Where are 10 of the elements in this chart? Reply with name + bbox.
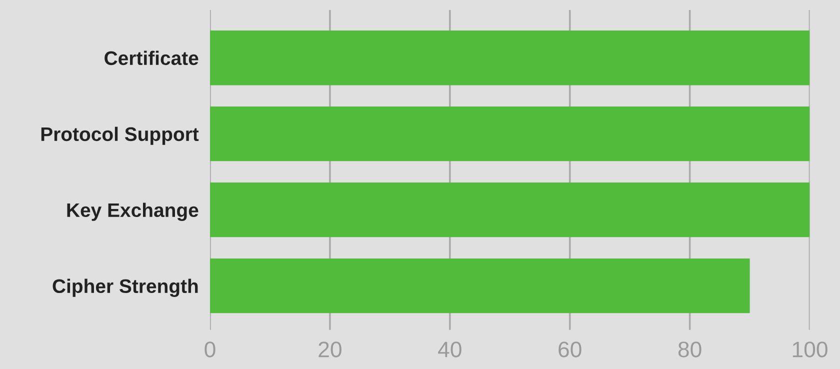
y-tick-label: Certificate <box>104 50 198 66</box>
y-tick-label: Protocol Support <box>41 126 199 145</box>
x-tick-label: 20 <box>318 342 342 358</box>
x-tick-label: 100 <box>792 342 828 358</box>
y-tick-label: Key Exchange <box>67 202 198 221</box>
x-tick-label: 0 <box>204 342 216 358</box>
x-tick-label: 40 <box>438 342 462 358</box>
x-tick-label: 80 <box>678 342 702 358</box>
x-tick-label: 60 <box>558 342 582 358</box>
y-tick-label: Cipher Strength <box>52 278 198 297</box>
